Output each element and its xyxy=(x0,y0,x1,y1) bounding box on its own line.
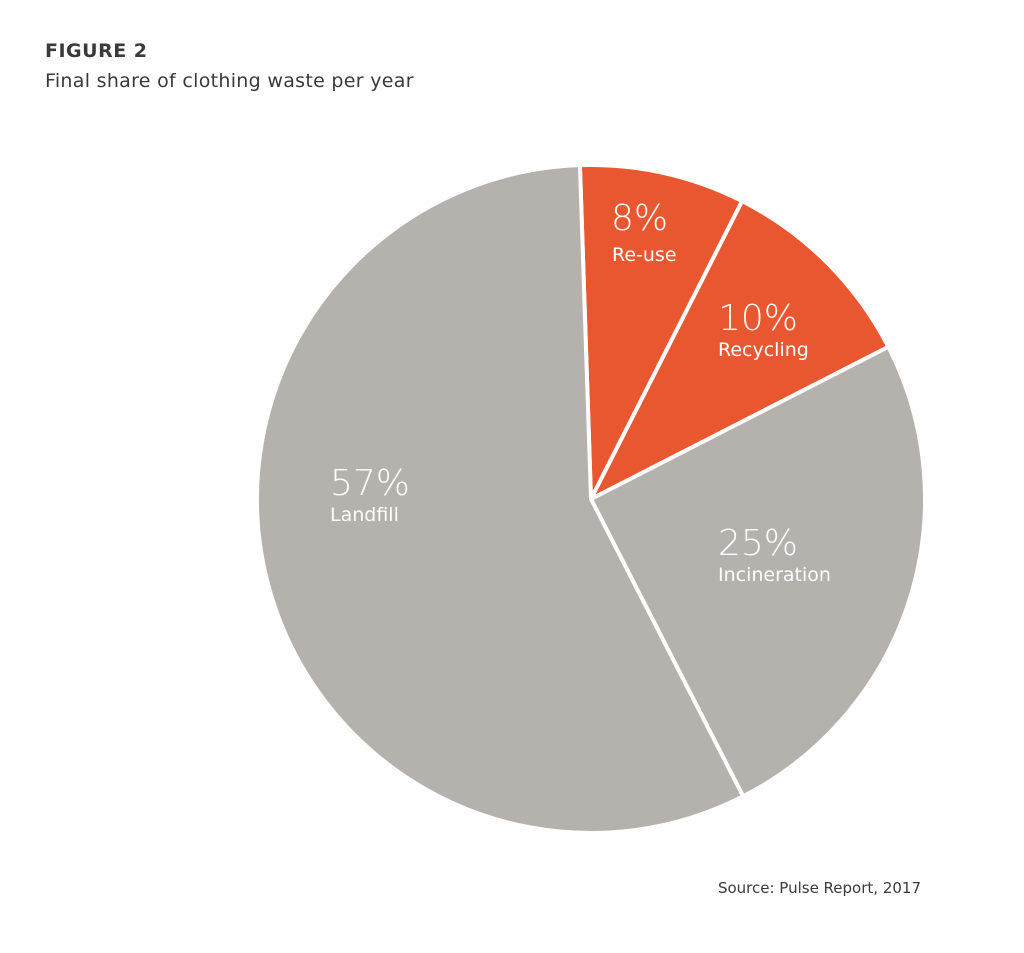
slice-percent-label: 8% xyxy=(611,198,668,239)
slice-percent-label: 25% xyxy=(718,523,798,564)
pie-slice-incineration xyxy=(589,344,927,799)
pie-slice-recycling xyxy=(589,199,891,501)
slice-percent-label: 57% xyxy=(330,463,410,504)
slice-category-label: Re-use xyxy=(612,244,677,266)
slice-percent-label: 10% xyxy=(718,298,798,339)
chart-subtitle: Final share of clothing waste per year xyxy=(45,70,414,92)
slice-category-label: Incineration xyxy=(718,564,831,586)
source-note: Source: Pulse Report, 2017 xyxy=(717,879,921,897)
pie-slice-re-use xyxy=(577,163,745,501)
figure-label: FIGURE 2 xyxy=(45,40,148,62)
slice-category-label: Recycling xyxy=(718,339,809,361)
pie-slice-landfill xyxy=(255,163,746,835)
slice-category-label: Landfill xyxy=(330,504,399,526)
